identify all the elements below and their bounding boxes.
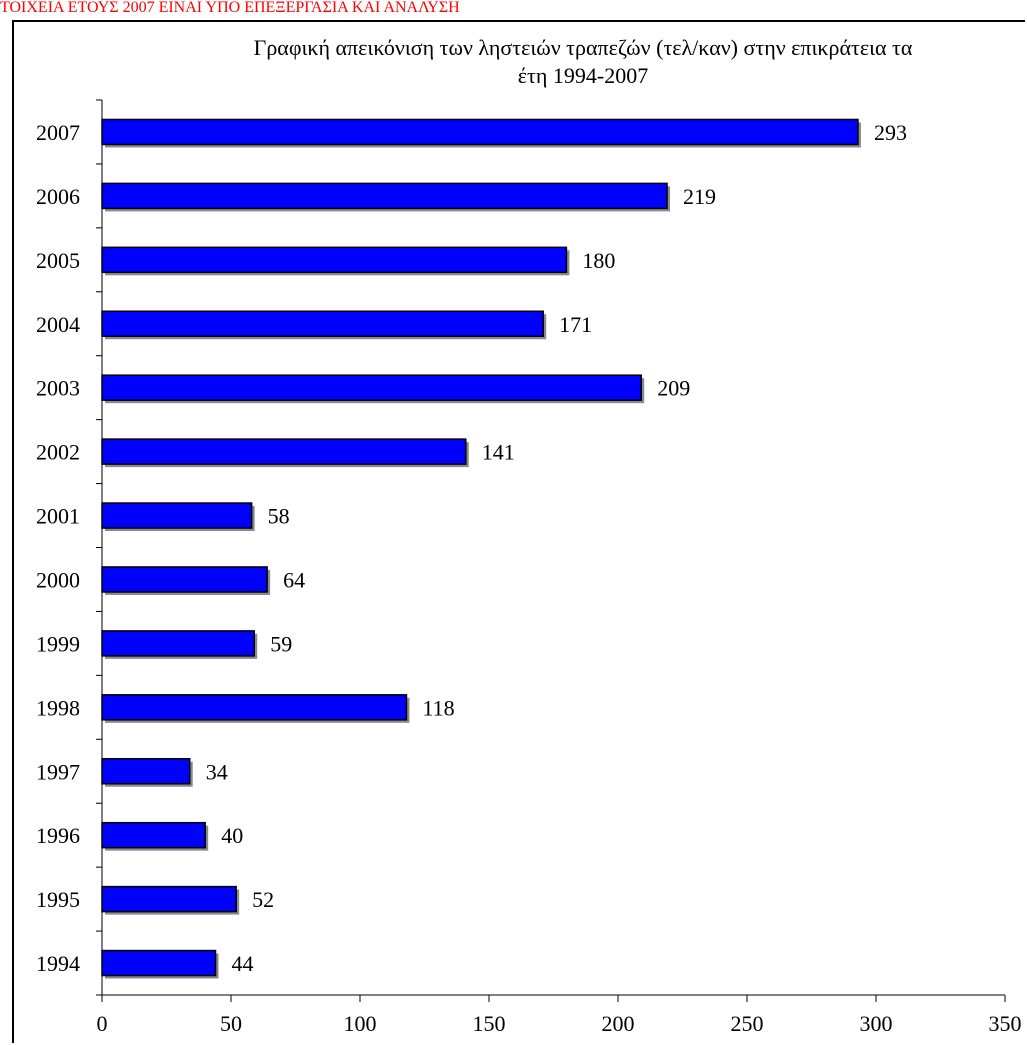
x-tick-label-100: 100 bbox=[344, 1011, 377, 1036]
data-label-2003: 209 bbox=[657, 376, 690, 401]
y-tick-label-1999: 1999 bbox=[36, 631, 80, 656]
x-tick-label-200: 200 bbox=[602, 1011, 635, 1036]
data-label-2000: 64 bbox=[283, 567, 305, 592]
y-tick-label-1996: 1996 bbox=[36, 823, 80, 848]
chart-title-line1: Γραφική απεικόνιση των ληστειών τραπεζών… bbox=[254, 35, 913, 60]
bar-2002 bbox=[101, 438, 467, 465]
y-tick-label-2003: 2003 bbox=[36, 376, 80, 401]
y-tick-label-2001: 2001 bbox=[36, 504, 80, 529]
data-label-1999: 59 bbox=[270, 631, 292, 656]
header-note: ΤΟΙΧΕΙΑ ΕΤΟΥΣ 2007 ΕΙΝΑΙ ΥΠΟ ΕΠΕΞΕΡΓΑΣΙΑ… bbox=[0, 0, 460, 16]
x-tick-label-350: 350 bbox=[989, 1011, 1022, 1036]
data-label-2004: 171 bbox=[559, 312, 592, 337]
chart-title-line2: έτη 1994-2007 bbox=[518, 63, 648, 88]
data-label-1998: 118 bbox=[422, 695, 454, 720]
y-tick-label-2006: 2006 bbox=[36, 184, 80, 209]
y-tick-label-2004: 2004 bbox=[36, 312, 80, 337]
y-tick-label-1997: 1997 bbox=[36, 759, 80, 784]
x-tick-label-50: 50 bbox=[220, 1011, 242, 1036]
bar-2003 bbox=[101, 374, 642, 401]
bar-2001 bbox=[101, 502, 253, 529]
y-tick-label-2005: 2005 bbox=[36, 248, 80, 273]
chart-frame bbox=[12, 20, 1025, 1043]
x-tick-label-150: 150 bbox=[473, 1011, 506, 1036]
bars-group: 44 52 40 34 118 59 64 58 141 209 171 180 219 293 bbox=[101, 118, 907, 979]
bar-2005 bbox=[101, 246, 568, 274]
bar-1998 bbox=[101, 694, 408, 721]
axes-group: 1994199519961997199819992000200120022003… bbox=[36, 99, 1022, 1036]
bar-1994 bbox=[101, 949, 217, 977]
y-tick-label-1994: 1994 bbox=[36, 951, 80, 976]
bar-2000 bbox=[101, 566, 268, 593]
data-label-2005: 180 bbox=[582, 248, 615, 273]
y-tick-label-1998: 1998 bbox=[36, 695, 80, 720]
data-label-1995: 52 bbox=[252, 887, 274, 912]
bar-1999 bbox=[101, 630, 255, 657]
x-tick-label-250: 250 bbox=[731, 1011, 764, 1036]
y-tick-label-2007: 2007 bbox=[36, 120, 80, 145]
data-label-2007: 293 bbox=[874, 120, 907, 145]
bar-2007 bbox=[101, 118, 859, 146]
y-tick-label-2000: 2000 bbox=[36, 567, 80, 592]
bar-2006 bbox=[101, 182, 668, 210]
data-label-1997: 34 bbox=[206, 759, 228, 784]
bar-2004 bbox=[101, 310, 544, 337]
data-label-2006: 219 bbox=[683, 184, 716, 209]
y-tick-label-1995: 1995 bbox=[36, 887, 80, 912]
bar-1996 bbox=[101, 821, 206, 849]
data-label-1994: 44 bbox=[232, 951, 254, 976]
bar-1997 bbox=[101, 758, 191, 785]
y-tick-label-2002: 2002 bbox=[36, 440, 80, 465]
bar-1995 bbox=[101, 885, 237, 913]
data-label-1996: 40 bbox=[221, 823, 243, 848]
x-tick-label-300: 300 bbox=[860, 1011, 893, 1036]
data-label-2001: 58 bbox=[268, 504, 290, 529]
x-tick-label-0: 0 bbox=[97, 1011, 108, 1036]
data-label-2002: 141 bbox=[482, 440, 515, 465]
